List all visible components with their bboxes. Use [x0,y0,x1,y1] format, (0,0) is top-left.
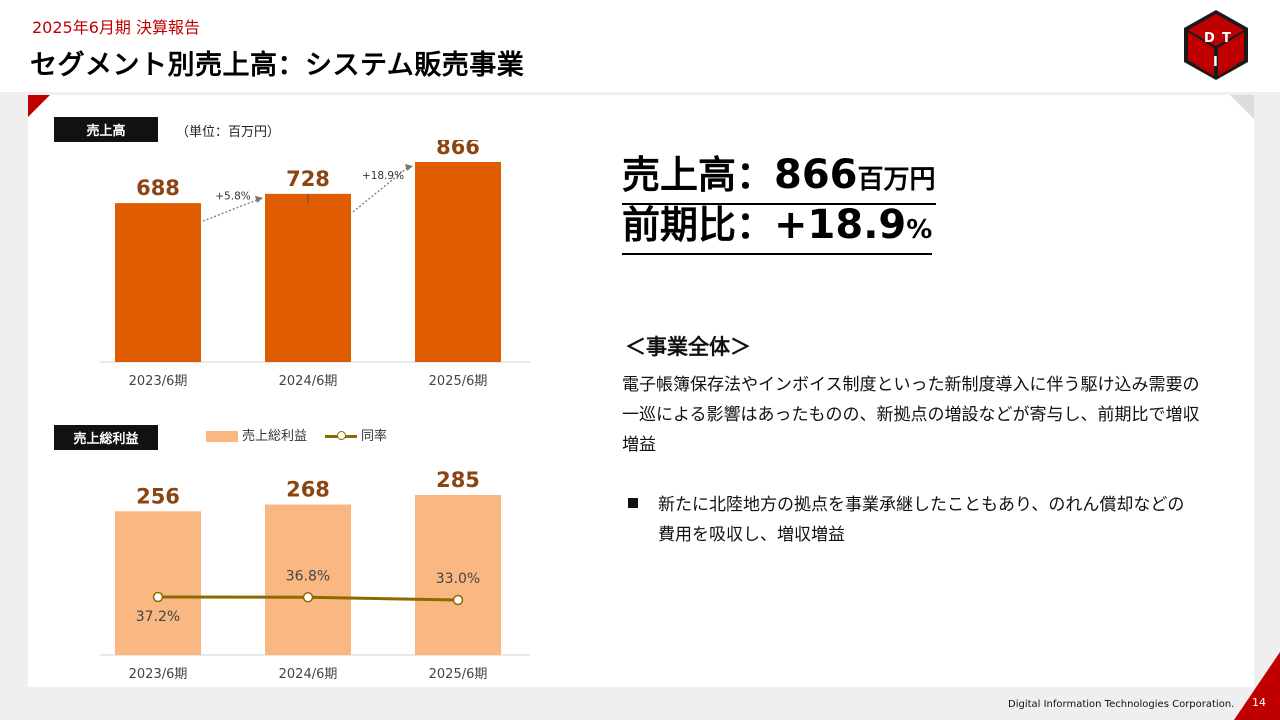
kpi-sales-unit: 百万円 [857,165,936,195]
sales-category-label: 2025/6期 [429,374,488,389]
rate-label: 33.0% [436,571,480,587]
growth-label: +5.8% [215,190,250,202]
report-subtitle: 2025年6月期 決算報告 [32,18,200,37]
growth-arrow-head [405,164,413,171]
growth-label: +18.9% [362,170,404,182]
legend-line-swatch [325,431,358,440]
content-panel [28,95,1254,687]
kpi-yoy-label: 前期比： [622,203,775,247]
corner-fold-top-right [1230,95,1254,119]
kpi-sales-label: 売上高： [622,153,775,197]
growth-arrow-line [352,167,408,213]
business-description: 電子帳簿保存法やインボイス制度といった新制度導入に伴う駆け込み需要の一巡による影… [622,375,1200,455]
sales-bar [265,193,351,362]
profit-category-label: 2024/6期 [279,667,338,682]
profit-bar [265,504,351,655]
svg-text:T: T [1222,31,1231,46]
profit-bar [415,495,501,655]
sales-value-label: 688 [136,176,180,200]
unit-label: （単位：百万円） [176,125,281,140]
sales-category-label: 2024/6期 [279,374,338,389]
growth-arrow-line [202,199,258,222]
kpi-sales-value: 866 [774,152,858,198]
sales-category-label: 2023/6期 [129,374,188,389]
kpi-yoy: 前期比：+18.9% [622,202,933,255]
page-number: 14 [1252,696,1266,709]
sales-value-label: 728 [286,167,330,191]
rate-label: 36.8% [286,568,330,584]
profit-category-label: 2025/6期 [429,667,488,682]
svg-text:D: D [1204,31,1215,46]
profit-chart-tag: 売上総利益 [54,425,158,450]
svg-text:I: I [1213,55,1218,70]
kpi-sales: 売上高：866百万円 [622,152,936,205]
bullet-square-icon [628,498,638,508]
profit-bar [115,511,201,655]
rate-point [152,591,164,603]
corner-accent-top-left [28,95,50,117]
profit-value-label: 256 [136,484,180,508]
kpi-yoy-value: +18.9 [774,202,907,248]
growth-arrow-head [255,195,263,203]
profit-value-label: 285 [436,468,480,492]
rate-point [302,592,314,603]
sales-chart: 688 2023/6期 728 2024/6期 866 2025/6期 +5.8% +18.9… [100,140,530,389]
page-title: セグメント別売上高：システム販売事業 [30,50,525,81]
rate-label: 37.2% [136,609,180,625]
bullet-text: 新たに北陸地方の拠点を事業承継したこともあり、のれん償却などの費用を吸収し、増収… [658,495,1185,545]
footer-company: Digital Information Technologies Corpora… [1008,699,1235,710]
legend-bar-label: 売上総利益 [242,429,308,444]
sales-value-label: 866 [436,140,480,159]
business-bullet: 新たに北陸地方の拠点を事業承継したこともあり、のれん償却などの費用を吸収し、増収… [628,490,1208,550]
sales-chart-tag: 売上高 [54,117,158,142]
profit-chart: 256 2023/6期 268 2024/6期 285 2025/6期 37.2% 36.8%… [100,468,530,682]
corner-accent-bottom-right [1234,652,1280,720]
business-heading: ＜事業全体＞ [625,335,751,359]
company-logo: D T I [1184,10,1248,80]
sales-bar [415,162,501,362]
legend-bar-swatch [206,431,238,442]
legend-line-label: 同率 [361,429,388,444]
kpi-yoy-unit: % [906,215,933,245]
sales-bar [115,203,201,362]
profit-value-label: 268 [286,478,330,502]
rate-point [452,594,464,606]
profit-legend: 売上総利益 同率 [206,425,387,444]
profit-category-label: 2023/6期 [129,667,188,682]
